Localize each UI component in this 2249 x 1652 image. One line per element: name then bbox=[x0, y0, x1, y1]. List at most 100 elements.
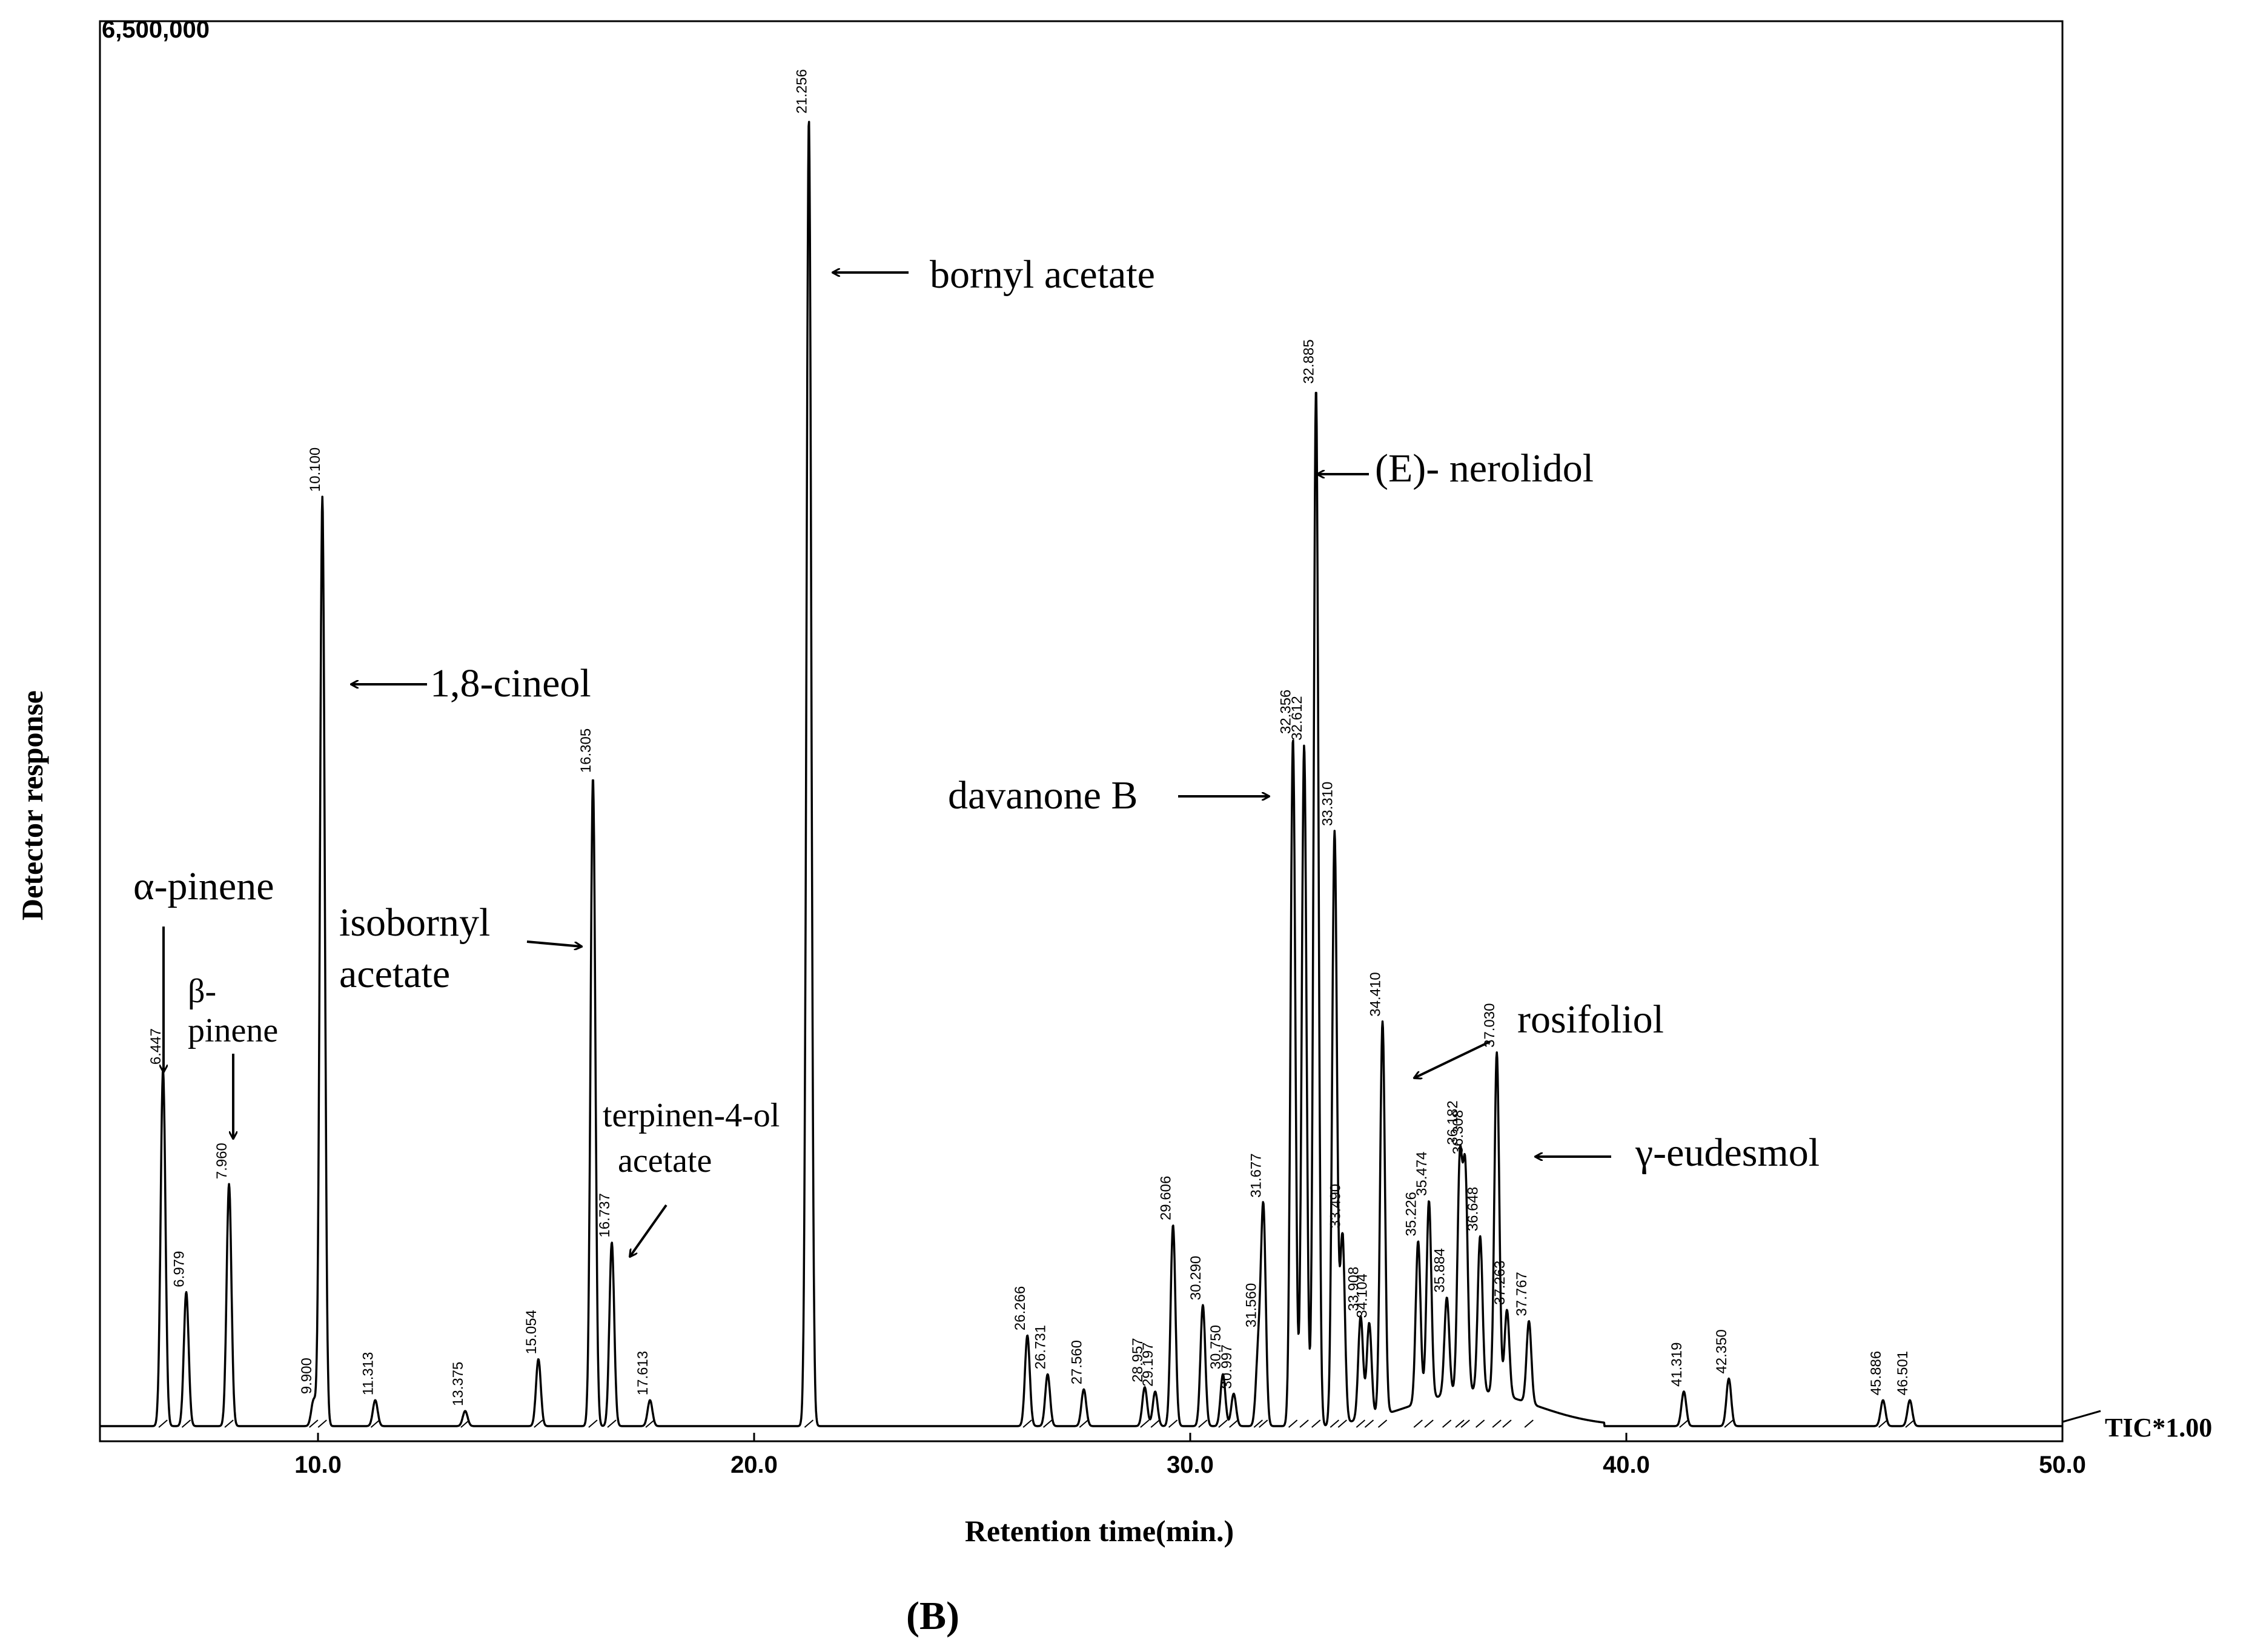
x-tick-label: 40.0 bbox=[1603, 1452, 1650, 1478]
peak-labels: 6.447 6.979 7.960 9.900 10.100 11.313 13.375 15… bbox=[148, 69, 1911, 1406]
peak-marker bbox=[158, 1419, 168, 1428]
peak-marker bbox=[645, 1419, 655, 1428]
peak-marker bbox=[1042, 1419, 1053, 1428]
peak-label: 21.256 bbox=[793, 69, 810, 113]
peak-marker bbox=[1364, 1419, 1374, 1428]
peak-marker bbox=[1460, 1419, 1470, 1428]
peak-marker bbox=[1311, 1419, 1321, 1428]
arrow-isobornyl bbox=[526, 940, 581, 947]
x-axis-label: Retention time(min.) bbox=[965, 1514, 1234, 1548]
peak-label: 27.560 bbox=[1068, 1340, 1085, 1384]
peak-marker bbox=[534, 1419, 543, 1428]
annotation-cineol: 1,8-cineol bbox=[430, 661, 591, 705]
peak-label: 33.310 bbox=[1319, 782, 1336, 826]
peak-label: 37.767 bbox=[1514, 1272, 1530, 1316]
peak-label: 29.606 bbox=[1158, 1176, 1174, 1220]
peak-label: 9.900 bbox=[299, 1358, 315, 1394]
peak-marker bbox=[309, 1419, 319, 1428]
annotation-alpha-pinene: α-pinene bbox=[133, 864, 274, 908]
peak-marker bbox=[1259, 1419, 1268, 1428]
peak-marker bbox=[1168, 1419, 1178, 1428]
peaks-layer bbox=[158, 1419, 1915, 1428]
peak-marker bbox=[1356, 1419, 1366, 1428]
peak-marker bbox=[1502, 1419, 1512, 1428]
peak-marker bbox=[1413, 1419, 1423, 1428]
peak-label: 28.957 bbox=[1130, 1338, 1146, 1382]
peak-label: 33.908 bbox=[1345, 1267, 1362, 1311]
y-max-label: 6,500,000 bbox=[102, 16, 210, 43]
peak-label: 30.750 bbox=[1208, 1325, 1224, 1369]
peak-marker bbox=[1218, 1419, 1228, 1428]
peak-label: 10.100 bbox=[307, 448, 323, 492]
peak-marker bbox=[224, 1419, 234, 1428]
peak-marker bbox=[588, 1419, 598, 1428]
annotation-pinene: pinene bbox=[188, 1012, 278, 1049]
annotation-davanone: davanone B bbox=[948, 773, 1138, 818]
annotation-nerolidol: (E)- nerolidol bbox=[1375, 446, 1594, 491]
peak-label: 13.375 bbox=[450, 1362, 466, 1406]
annotation-terpinen: terpinen-4-ol bbox=[603, 1097, 780, 1134]
peak-label: 35.884 bbox=[1432, 1248, 1448, 1292]
annotation-beta: β- bbox=[188, 973, 216, 1010]
peak-label: 26.266 bbox=[1012, 1286, 1028, 1330]
x-tick-label: 20.0 bbox=[730, 1452, 778, 1478]
peak-marker bbox=[1140, 1419, 1150, 1428]
peak-marker bbox=[1724, 1419, 1734, 1428]
peak-marker bbox=[1905, 1419, 1915, 1428]
peak-label: 41.319 bbox=[1669, 1342, 1685, 1386]
annotation-terpinen-acetate: acetate bbox=[618, 1142, 712, 1180]
peak-label: 31.677 bbox=[1248, 1153, 1265, 1197]
peak-marker bbox=[1229, 1419, 1239, 1428]
peak-label: 37.263 bbox=[1492, 1260, 1508, 1304]
peak-label: 37.030 bbox=[1482, 1003, 1498, 1047]
peak-label: 17.613 bbox=[635, 1351, 651, 1395]
panel-label: (B) bbox=[906, 1594, 959, 1638]
arrow-rosifoliol bbox=[1414, 1040, 1491, 1078]
peak-marker bbox=[1150, 1419, 1160, 1428]
peak-marker bbox=[1079, 1419, 1088, 1428]
peak-marker bbox=[1377, 1419, 1388, 1428]
peak-label: 30.290 bbox=[1188, 1256, 1204, 1300]
peak-label: 35.474 bbox=[1414, 1152, 1430, 1196]
peak-marker bbox=[1492, 1419, 1502, 1428]
plot-frame bbox=[99, 20, 2064, 1442]
tic-trace bbox=[99, 121, 2064, 1427]
peak-label: 7.960 bbox=[214, 1143, 230, 1179]
peak-label: 32.356 bbox=[1278, 690, 1294, 734]
peak-label: 11.313 bbox=[360, 1352, 377, 1396]
peak-marker bbox=[1198, 1419, 1208, 1428]
peak-label: 29.197 bbox=[1140, 1342, 1156, 1386]
peak-marker bbox=[1476, 1419, 1485, 1428]
trace-label: TIC*1.00 bbox=[2105, 1413, 2212, 1442]
peak-label: 46.501 bbox=[1895, 1351, 1911, 1395]
peak-label: 36.308 bbox=[1450, 1110, 1466, 1154]
peak-marker bbox=[1330, 1419, 1339, 1428]
annotation-isobornyl-acetate: acetate bbox=[339, 952, 450, 996]
x-tick-label: 50.0 bbox=[2039, 1452, 2086, 1478]
peak-label: 30.997 bbox=[1219, 1344, 1235, 1389]
annotation-gamma-eudesmol: γ-eudesmol bbox=[1635, 1131, 1820, 1175]
peak-label: 26.731 bbox=[1033, 1325, 1049, 1369]
peak-label: 34.104 bbox=[1354, 1274, 1371, 1318]
y-axis-label: Detector response bbox=[15, 690, 49, 920]
peak-label: 15.054 bbox=[523, 1310, 540, 1354]
peak-label: 16.737 bbox=[597, 1193, 613, 1237]
x-axis-ticks: 10.0 20.0 30.0 40.0 50.0 bbox=[294, 1433, 2086, 1478]
peak-marker bbox=[370, 1419, 380, 1428]
x-tick-label: 30.0 bbox=[1167, 1452, 1214, 1478]
peak-marker bbox=[1299, 1419, 1309, 1428]
peak-marker bbox=[1337, 1419, 1347, 1428]
peak-marker bbox=[1679, 1419, 1689, 1428]
peak-label: 36.182 bbox=[1445, 1100, 1461, 1145]
peak-marker bbox=[1253, 1419, 1263, 1428]
peak-marker bbox=[1442, 1419, 1452, 1428]
peak-label: 32.885 bbox=[1301, 339, 1317, 383]
peak-marker bbox=[1878, 1419, 1888, 1428]
peak-marker bbox=[607, 1419, 617, 1428]
peak-marker bbox=[1288, 1419, 1298, 1428]
trace-label-leader bbox=[2062, 1410, 2101, 1423]
peak-label: 42.350 bbox=[1714, 1329, 1730, 1373]
peak-label: 33.490 bbox=[1327, 1184, 1343, 1228]
peak-label: 6.447 bbox=[148, 1028, 164, 1065]
